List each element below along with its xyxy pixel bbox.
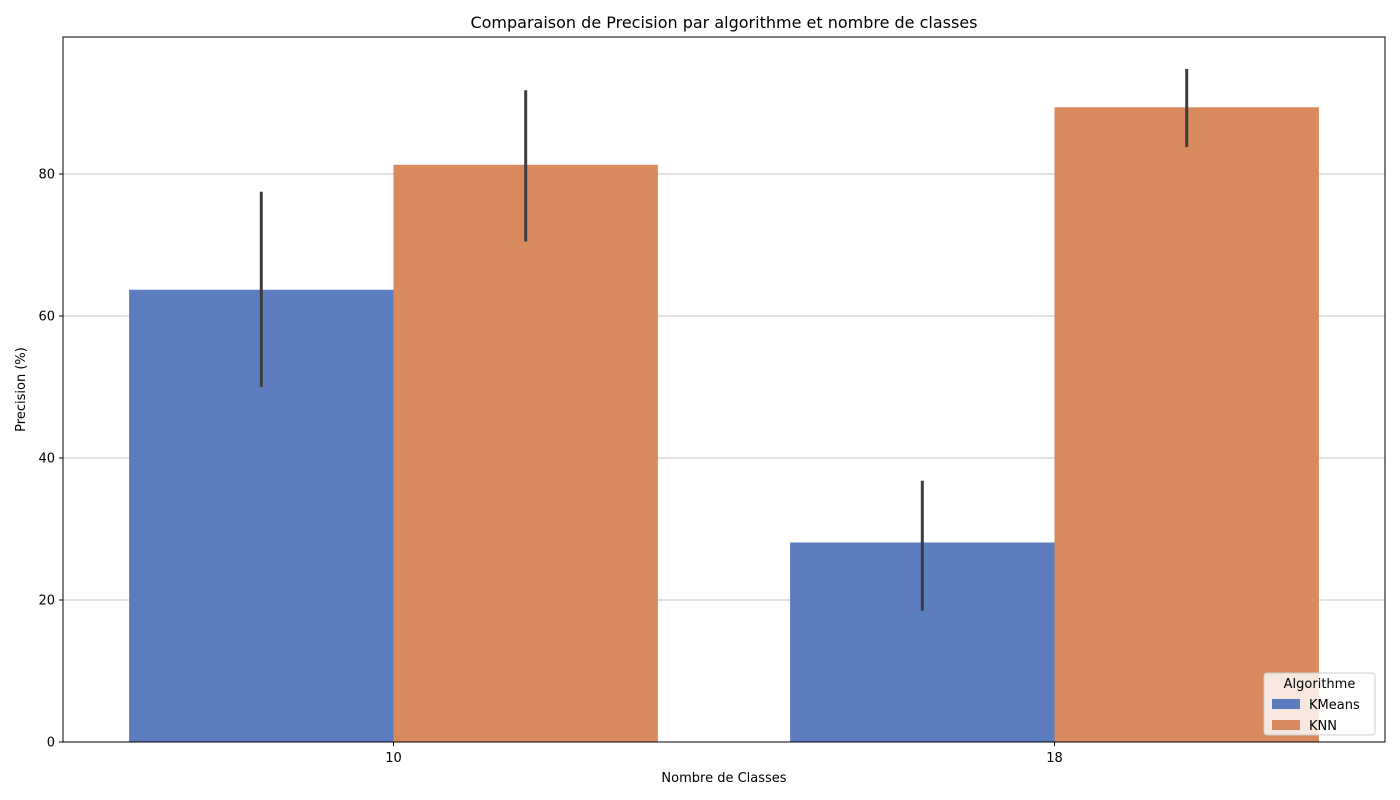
y-tick-label: 40 (38, 452, 55, 467)
y-tick-label: 20 (38, 594, 55, 609)
bar-knn-10 (393, 164, 658, 742)
x-axis-ticks: 10 18 (385, 742, 1063, 766)
bars (129, 107, 1319, 743)
y-tick-label: 80 (38, 168, 55, 183)
error-bars (259, 68, 1189, 611)
legend-label-kmeans: KMeans (1309, 698, 1360, 713)
y-axis-label: Precision (%) (14, 347, 29, 432)
legend: Algorithme KMeans KNN (1263, 672, 1376, 736)
x-tick-label: 10 (385, 751, 402, 766)
legend-swatch-knn (1272, 720, 1300, 730)
legend-box (1263, 672, 1376, 736)
x-tick-label: 18 (1046, 751, 1063, 766)
legend-items: KMeans KNN (1272, 698, 1360, 734)
legend-label-knn: KNN (1309, 719, 1337, 734)
y-tick-label: 0 (47, 736, 55, 751)
y-axis-ticks: 0 20 40 60 80 (38, 168, 63, 751)
legend-title: Algorithme (1284, 677, 1356, 692)
plot-frame (62, 36, 1386, 743)
x-axis-label: Nombre de Classes (661, 771, 786, 786)
y-tick-label: 60 (38, 310, 55, 325)
bar-knn-18 (1054, 107, 1319, 743)
chart-title: Comparaison de Precision par algorithme … (470, 13, 977, 32)
legend-swatch-kmeans (1272, 699, 1300, 709)
